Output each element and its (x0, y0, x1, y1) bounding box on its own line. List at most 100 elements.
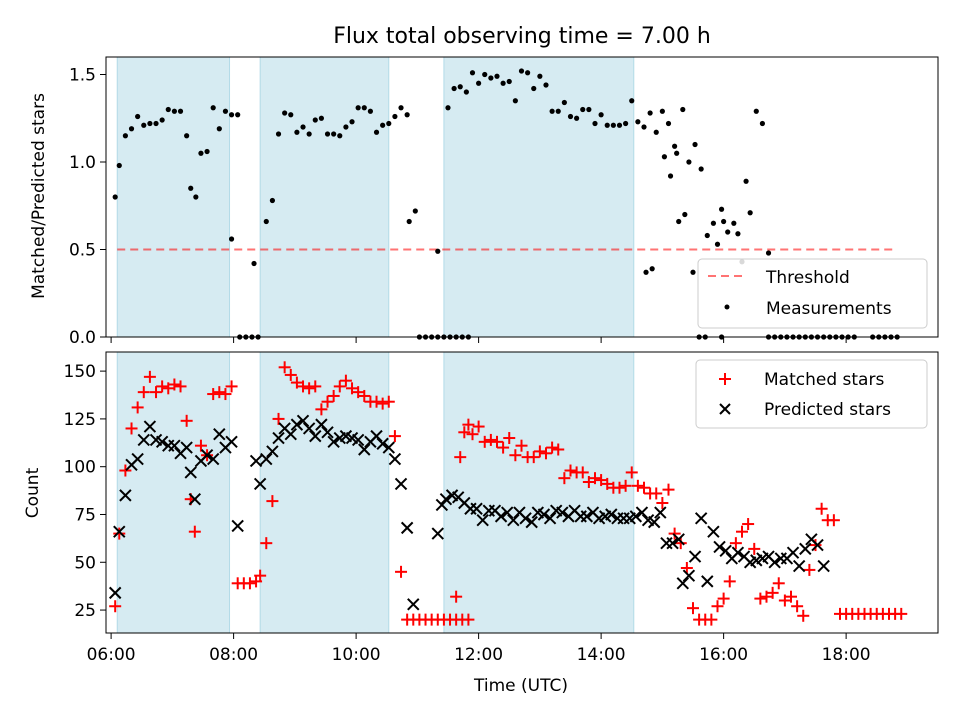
matched-star-point (207, 388, 220, 401)
measurement-point (361, 105, 367, 111)
measurement-point (159, 117, 165, 123)
matched-star-point (546, 441, 559, 454)
measurement-point (177, 108, 184, 114)
predicted-star-point (654, 506, 667, 519)
matched-star-point (156, 380, 169, 393)
measurement-point (710, 220, 717, 226)
x-tick-label: 14:00 (577, 645, 626, 665)
measurement-point (635, 119, 641, 125)
predicted-star-point (537, 508, 551, 521)
matched-star-point (662, 483, 675, 496)
matched-star-point (174, 380, 187, 393)
measurement-point (445, 105, 451, 111)
measurement-point (263, 218, 269, 225)
matched-star-point (717, 592, 730, 605)
matched-star-point (558, 472, 571, 485)
matched-star-point (766, 586, 779, 599)
measurement-point (531, 85, 537, 92)
measurement-point (469, 70, 476, 76)
matched-star-point (125, 422, 138, 435)
matched-star-point (650, 487, 663, 500)
measurement-point (318, 115, 325, 121)
matched-stars-points (109, 361, 908, 626)
matched-star-point (680, 562, 693, 575)
measurement-point (667, 173, 674, 179)
measurement-point (488, 75, 494, 81)
predicted-star-point (647, 515, 661, 529)
measurement-point (171, 108, 177, 114)
measurement-point (661, 154, 668, 160)
matched-star-point (290, 376, 303, 389)
predicted-star-point (676, 577, 689, 590)
measurement-point (198, 150, 204, 156)
matched-star-point (219, 388, 232, 401)
y-axis-label: Matched/Predicted stars (29, 93, 49, 299)
measurement-point (598, 112, 604, 118)
measurement-point (116, 162, 122, 169)
y-tick-label: 125 (64, 410, 96, 430)
x-axis-label: Time (UTC) (473, 676, 568, 696)
matched-star-point (462, 418, 475, 431)
measurement-point (735, 231, 741, 237)
matched-star-point (742, 518, 755, 531)
measurement-point (380, 122, 386, 128)
predicted-star-point (799, 542, 812, 556)
measurement-point (649, 266, 655, 272)
measurement-point (592, 120, 598, 127)
measurement-point (367, 108, 374, 114)
matched-star-point (490, 435, 503, 448)
predicted-star-point (400, 521, 414, 535)
legend-threshold-label: Threshold (765, 268, 850, 288)
matched-star-point (339, 374, 352, 387)
observing-band (443, 56, 635, 338)
matched-star-point (686, 602, 699, 615)
predicted-star-point (108, 586, 122, 600)
measurement-point (275, 131, 282, 137)
observing-band (259, 56, 390, 338)
matched-star-point (809, 539, 822, 552)
matched-star-point (358, 389, 371, 402)
measurement-point (641, 124, 647, 130)
predicted-star-point (731, 546, 745, 559)
matched-star-point (260, 537, 273, 550)
measurement-point (500, 80, 506, 86)
x-axis-ticks (110, 337, 847, 343)
predicted-star-point (811, 538, 824, 552)
predicted-star-point (206, 452, 220, 466)
matched-star-point (484, 433, 497, 446)
matched-star-point (454, 451, 467, 464)
matched-star-point (272, 412, 285, 425)
predicted-star-point (701, 575, 714, 588)
matched-star-point (333, 380, 346, 393)
observing-band (443, 351, 635, 634)
legend-measurements-swatch (724, 304, 730, 310)
measurement-point (165, 106, 171, 113)
measurement-point (451, 85, 457, 92)
measurement-point (753, 108, 759, 114)
predicted-star-point (382, 441, 395, 454)
measurement-point (184, 133, 190, 139)
matched-star-point (503, 432, 516, 445)
measurement-point (743, 178, 749, 184)
matched-star-point (797, 609, 810, 622)
predicted-star-point (694, 512, 708, 525)
matched-star-point (131, 401, 144, 414)
matched-star-point (180, 414, 193, 427)
predicted-star-point (500, 506, 514, 519)
matched-star-point (668, 527, 681, 540)
x-tick-label: 16:00 (699, 645, 748, 665)
measurement-point (725, 229, 731, 235)
matched-star-point (478, 435, 491, 448)
matched-star-point (588, 472, 601, 485)
measurement-point (616, 122, 623, 128)
predicted-star-point (774, 552, 787, 565)
axes-frame (105, 56, 939, 338)
matched-star-point (458, 426, 471, 439)
predicted-star-point (188, 492, 202, 506)
measurement-point (574, 115, 580, 121)
measurement-point (476, 80, 482, 86)
matched-star-point (895, 607, 908, 620)
predicted-star-point (200, 449, 214, 462)
matched-star-point (113, 527, 126, 540)
matched-star-point (188, 525, 201, 538)
